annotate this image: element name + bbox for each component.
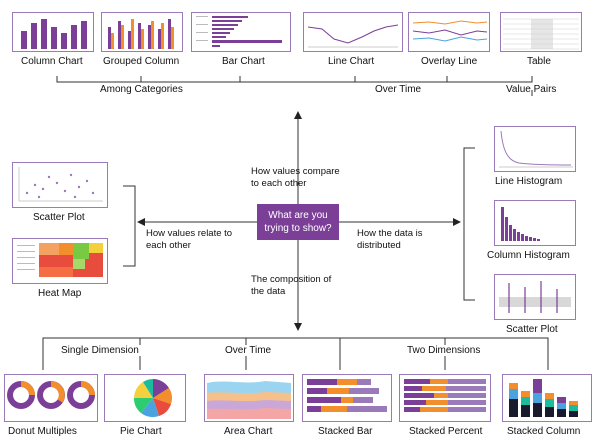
label-scatter-plot-left: Scatter Plot: [33, 212, 85, 223]
heat-map-thumbnail: [12, 238, 108, 284]
scatter-plot-left-thumbnail: [12, 162, 108, 208]
label-column-chart: Column Chart: [21, 56, 83, 67]
pie-chart-thumbnail: [104, 374, 186, 422]
line-histogram-thumbnail: [494, 126, 576, 172]
stacked-bar-thumbnail: [302, 374, 392, 422]
label-donut-multiples: Donut Multiples: [8, 426, 77, 437]
question-relate: How values relate to each other: [146, 228, 233, 251]
line-chart-thumbnail: [303, 12, 403, 52]
label-pie-chart: Pie Chart: [120, 426, 162, 437]
label-table: Table: [527, 56, 551, 67]
question-distribution: How the data is distributed: [357, 228, 423, 251]
label-bar-chart: Bar Chart: [222, 56, 265, 67]
table-thumbnail: [500, 12, 582, 52]
label-column-histogram: Column Histogram: [487, 250, 570, 261]
stacked-percent-thumbnail: [399, 374, 491, 422]
donut-multiples-thumbnail: [4, 374, 98, 422]
question-composition: The composition of the data: [251, 274, 332, 297]
column-chart-thumbnail: [12, 12, 94, 52]
center-line-1: What are you: [268, 210, 328, 221]
label-stacked-percent: Stacked Percent: [409, 426, 483, 437]
question-compare: How values compare to each other: [251, 166, 340, 189]
label-overlay-line: Overlay Line: [421, 56, 478, 67]
group-over-time-top: Over Time: [375, 84, 422, 95]
column-histogram-thumbnail: [494, 200, 576, 246]
scatter-plot-right-thumbnail: [494, 274, 576, 320]
stacked-column-thumbnail: [502, 374, 592, 422]
bar-chart-thumbnail: [191, 12, 291, 52]
label-area-chart: Area Chart: [224, 426, 273, 437]
group-among-categories: Among Categories: [100, 84, 183, 95]
group-single-dimension: Single Dimension: [58, 345, 142, 356]
label-scatter-plot-right: Scatter Plot: [506, 324, 558, 335]
overlay-line-thumbnail: [408, 12, 490, 52]
area-chart-thumbnail: [204, 374, 294, 422]
grouped-column-thumbnail: [101, 12, 183, 52]
center-question-box: What are you trying to show?: [257, 204, 339, 240]
center-line-2: trying to show?: [264, 223, 332, 234]
label-line-histogram: Line Histogram: [495, 176, 563, 187]
label-heat-map: Heat Map: [38, 288, 82, 299]
group-over-time-bottom: Over Time: [222, 345, 275, 356]
label-stacked-column: Stacked Column: [507, 426, 581, 437]
label-stacked-bar: Stacked Bar: [318, 426, 373, 437]
label-grouped-column: Grouped Column: [103, 56, 180, 67]
group-two-dimensions: Two Dimensions: [404, 345, 484, 356]
group-value-pairs: Value Pairs: [506, 84, 557, 95]
label-line-chart: Line Chart: [328, 56, 375, 67]
